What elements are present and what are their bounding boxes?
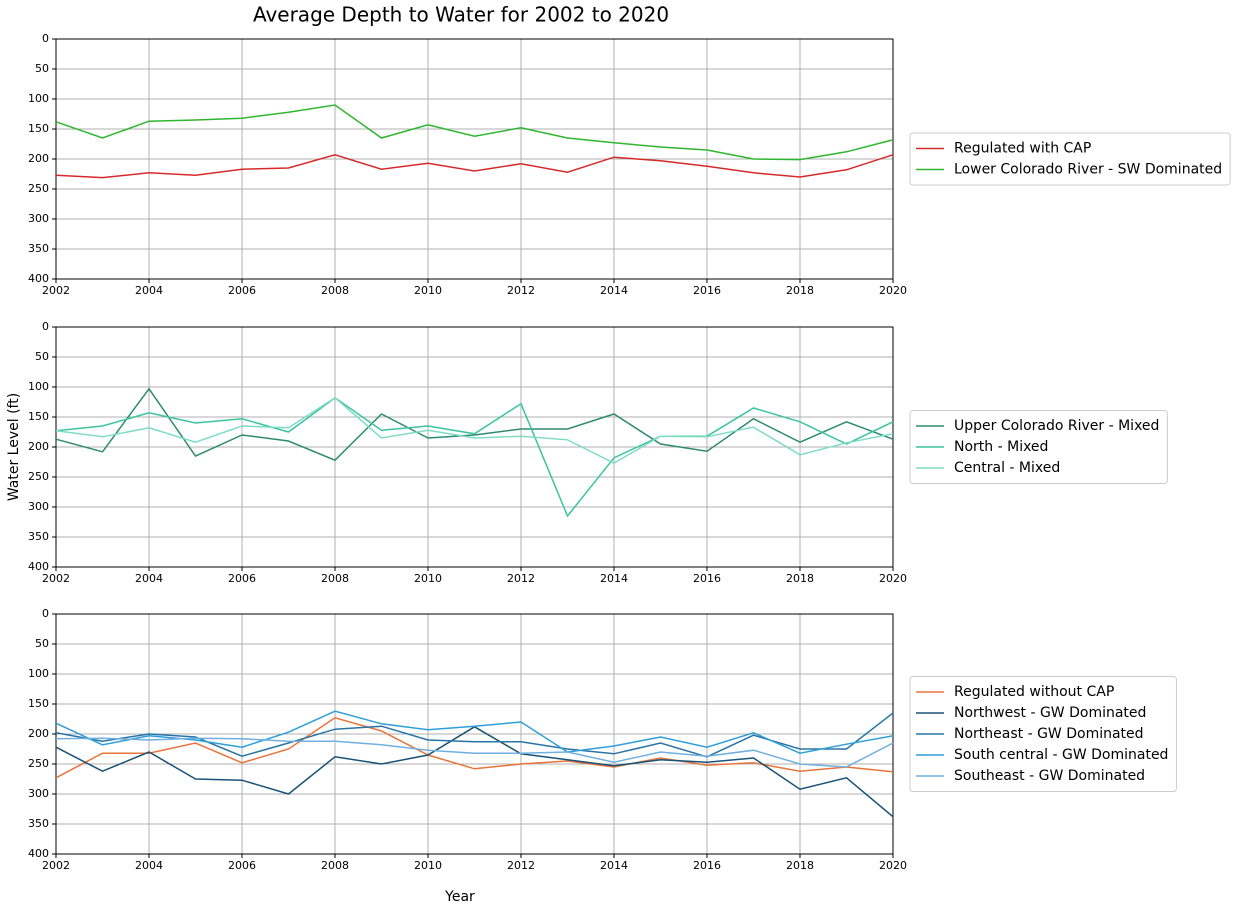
legend-label: Central - Mixed xyxy=(954,460,1060,476)
y-tick-label: 300 xyxy=(28,212,49,225)
y-tick-label: 100 xyxy=(28,92,49,105)
y-tick-label: 200 xyxy=(28,440,49,453)
legend-box xyxy=(909,676,1177,792)
x-tick-label: 2020 xyxy=(879,284,907,297)
y-tick-label: 100 xyxy=(28,667,49,680)
y-tick-label: 350 xyxy=(28,530,49,543)
legend-label: Regulated with CAP xyxy=(954,141,1091,157)
x-tick-label: 2004 xyxy=(135,284,163,297)
plot-frame xyxy=(55,613,894,855)
y-tick-label: 400 xyxy=(28,847,49,860)
legend-label: Northwest - GW Dominated xyxy=(954,705,1146,721)
legend-box xyxy=(909,132,1231,186)
legend-label: Lower Colorado River - SW Dominated xyxy=(954,162,1222,178)
y-tick-label: 400 xyxy=(28,272,49,285)
y-tick-label: 300 xyxy=(28,500,49,513)
x-tick-label: 2010 xyxy=(414,284,442,297)
legend-label: North - Mixed xyxy=(954,439,1048,455)
y-tick-label: 250 xyxy=(28,470,49,483)
y-tick-label: 200 xyxy=(28,152,49,165)
y-tick-label: 50 xyxy=(35,62,49,75)
x-tick-label: 2014 xyxy=(600,572,628,585)
y-tick-label: 100 xyxy=(28,380,49,393)
legend-label: Northeast - GW Dominated xyxy=(954,726,1144,742)
y-tick-label: 0 xyxy=(42,32,49,45)
plot-frame xyxy=(55,326,894,568)
x-tick-label: 2014 xyxy=(600,859,628,872)
x-tick-label: 2002 xyxy=(42,572,70,585)
y-tick-label: 50 xyxy=(35,350,49,363)
x-tick-label: 2018 xyxy=(786,284,814,297)
x-axis-label: Year xyxy=(444,889,475,905)
x-tick-label: 2010 xyxy=(414,859,442,872)
chart-title: Average Depth to Water for 2002 to 2020 xyxy=(253,3,669,27)
x-tick-label: 2016 xyxy=(693,572,721,585)
x-tick-label: 2014 xyxy=(600,284,628,297)
line-series xyxy=(55,154,894,179)
x-tick-label: 2012 xyxy=(507,859,535,872)
legend-label: Southeast - GW Dominated xyxy=(954,768,1145,784)
x-tick-label: 2016 xyxy=(693,284,721,297)
x-tick-label: 2012 xyxy=(507,572,535,585)
x-tick-label: 2010 xyxy=(414,572,442,585)
line-series xyxy=(55,737,894,768)
x-tick-label: 2018 xyxy=(786,859,814,872)
y-tick-label: 250 xyxy=(28,182,49,195)
x-tick-label: 2008 xyxy=(321,284,349,297)
y-tick-label: 0 xyxy=(42,607,49,620)
y-tick-label: 350 xyxy=(28,242,49,255)
y-tick-label: 300 xyxy=(28,787,49,800)
y-tick-label: 400 xyxy=(28,560,49,573)
x-tick-label: 2006 xyxy=(228,572,256,585)
y-tick-label: 0 xyxy=(42,320,49,333)
legend-box xyxy=(909,410,1168,484)
x-tick-label: 2002 xyxy=(42,284,70,297)
line-series xyxy=(55,396,894,518)
plot-frame xyxy=(55,38,894,280)
x-tick-label: 2008 xyxy=(321,572,349,585)
legend-label: South central - GW Dominated xyxy=(954,747,1168,763)
x-tick-label: 2012 xyxy=(507,284,535,297)
y-axis-label: Water Level (ft) xyxy=(6,393,22,501)
line-series xyxy=(55,387,894,462)
y-tick-label: 250 xyxy=(28,757,49,770)
y-tick-label: 150 xyxy=(28,122,49,135)
y-tick-label: 350 xyxy=(28,817,49,830)
line-series xyxy=(55,104,894,161)
x-tick-label: 2006 xyxy=(228,859,256,872)
legend-label: Upper Colorado River - Mixed xyxy=(954,418,1159,434)
x-tick-label: 2020 xyxy=(879,859,907,872)
x-tick-label: 2018 xyxy=(786,572,814,585)
x-tick-label: 2002 xyxy=(42,859,70,872)
y-tick-label: 200 xyxy=(28,727,49,740)
line-series xyxy=(55,396,894,465)
line-series xyxy=(55,716,894,779)
x-tick-label: 2004 xyxy=(135,859,163,872)
legend-label: Regulated without CAP xyxy=(954,684,1114,700)
x-tick-label: 2006 xyxy=(228,284,256,297)
y-tick-label: 150 xyxy=(28,697,49,710)
x-tick-label: 2016 xyxy=(693,859,721,872)
x-tick-label: 2008 xyxy=(321,859,349,872)
x-tick-label: 2004 xyxy=(135,572,163,585)
x-tick-label: 2020 xyxy=(879,572,907,585)
line-series xyxy=(55,712,894,758)
y-tick-label: 150 xyxy=(28,410,49,423)
y-tick-label: 50 xyxy=(35,637,49,650)
line-series xyxy=(55,710,894,754)
